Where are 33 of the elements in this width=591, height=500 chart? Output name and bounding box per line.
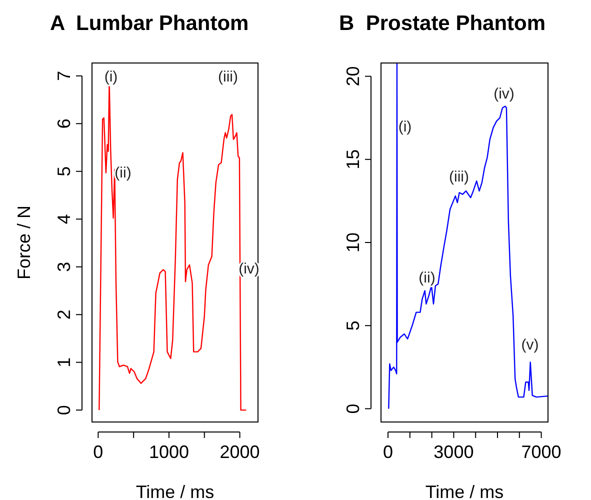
x-tick-label: 1000 (148, 442, 190, 462)
annotation: (iii) (218, 68, 238, 86)
annotation: (iii) (449, 168, 469, 186)
y-tick-label: 5 (343, 320, 363, 331)
y-tick-label: 5 (54, 166, 74, 176)
y-tick-label: 1 (54, 357, 74, 368)
y-tick-label: 3 (54, 262, 74, 272)
annotation: (iv) (494, 85, 514, 102)
y-tick-label: 6 (54, 118, 74, 129)
x-tick-label: 3000 (434, 442, 474, 462)
y-tick-label: 7 (54, 70, 74, 81)
annotation: (i) (398, 118, 412, 136)
annotation: (ii) (418, 269, 436, 286)
annotation: (v) (521, 336, 539, 354)
y-tick-label: 2 (54, 310, 74, 320)
y-axis-title: Force / N (14, 205, 34, 280)
x-axis-title: Time / ms (425, 482, 504, 500)
x-tick-label: 2000 (220, 442, 260, 462)
y-tick-label: 20 (343, 66, 363, 86)
y-tick-label: 10 (343, 232, 363, 253)
x-tick-label: 0 (383, 442, 394, 462)
x-axis-title: Time / ms (136, 482, 214, 500)
x-tick-label: 0 (93, 442, 104, 462)
annotation: (i) (104, 68, 118, 86)
y-tick-label: 15 (343, 149, 363, 170)
y-tick-label: 0 (54, 405, 74, 416)
y-tick-label: 4 (54, 214, 74, 224)
annotation: (ii) (114, 164, 132, 182)
y-tick-label: 0 (343, 404, 363, 414)
x-tick-label: 7000 (521, 442, 562, 462)
chart-title: A Lumbar Phantom (50, 12, 249, 35)
line-series (388, 63, 548, 410)
chart-title: B Prostate Phantom (339, 12, 546, 35)
